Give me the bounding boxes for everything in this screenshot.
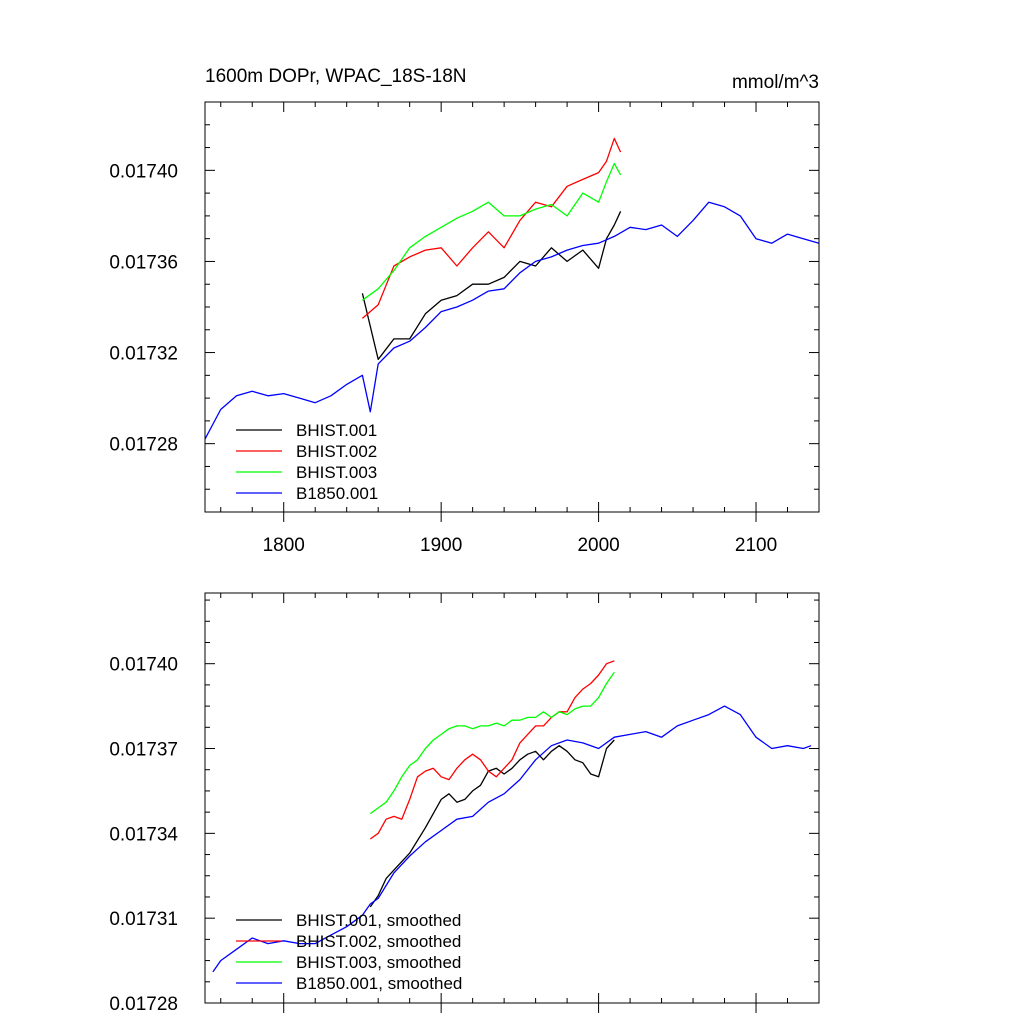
bottom-legend: BHIST.001, smoothed BHIST.002, smoothed BH…	[236, 911, 462, 993]
top-axis-ticks: 1800 1900 2000 2100 0.01728 0.01732 0.01736 0.0…	[109, 101, 820, 556]
legend-label: B1850.001	[296, 484, 378, 503]
series-line-3	[204, 201, 820, 440]
y-tick-label: 0.01731	[109, 909, 178, 930]
legend-label: B1850.001, smoothed	[296, 974, 462, 993]
x-tick-label: 1800	[263, 535, 305, 556]
legend-label: BHIST.002, smoothed	[296, 932, 461, 951]
top-plot-frame	[204, 101, 820, 513]
x-tick-label: 2100	[735, 535, 777, 556]
legend-label: BHIST.002	[296, 442, 377, 461]
y-tick-label: 0.01736	[109, 252, 178, 273]
legend-label: BHIST.003	[296, 463, 377, 482]
y-tick-label: 0.01737	[109, 740, 178, 761]
legend-label: BHIST.003, smoothed	[296, 953, 461, 972]
top-series-layer	[204, 137, 820, 440]
series-line-1	[369, 660, 615, 840]
series-line-0	[361, 211, 622, 361]
bottom-plot-frame	[204, 592, 820, 1004]
bottom-series-layer	[212, 660, 812, 973]
y-tick-label: 0.01732	[109, 344, 178, 365]
top-chart-panel: 1600m DOPr, WPAC_18S-18N mmol/m^3 1800 19…	[109, 66, 820, 556]
y-tick-label: 0.01728	[109, 994, 178, 1015]
top-legend: BHIST.001 BHIST.002 BHIST.003 B1850.001	[236, 421, 378, 503]
legend-label: BHIST.001	[296, 421, 377, 440]
y-tick-label: 0.01740	[109, 161, 178, 182]
bottom-chart-panel: 0.01728 0.01731 0.01734 0.01737 0.01740 BHIS…	[109, 592, 820, 1015]
y-tick-label: 0.01740	[109, 655, 178, 676]
series-line-0	[369, 739, 615, 908]
series-line-3	[212, 705, 812, 973]
chart-title: 1600m DOPr, WPAC_18S-18N	[205, 66, 467, 87]
series-line-2	[369, 671, 615, 815]
y-tick-label: 0.01728	[109, 435, 178, 456]
bottom-axis-ticks: 0.01728 0.01731 0.01734 0.01737 0.01740	[109, 593, 820, 1015]
series-line-2	[362, 162, 622, 301]
chart-units-label: mmol/m^3	[732, 72, 819, 93]
x-tick-label: 1900	[420, 535, 462, 556]
series-line-1	[361, 137, 622, 319]
legend-label: BHIST.001, smoothed	[296, 911, 461, 930]
x-tick-label: 2000	[577, 535, 619, 556]
y-tick-label: 0.01734	[109, 824, 178, 845]
